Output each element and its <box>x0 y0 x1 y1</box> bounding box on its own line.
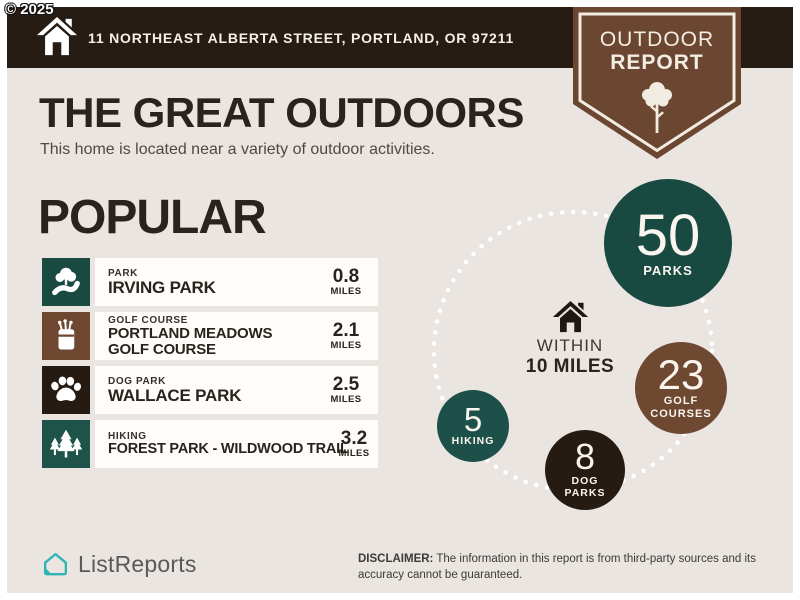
radius-dotted-circle <box>431 209 715 493</box>
home-icon <box>36 16 78 56</box>
item-category: GOLF COURSE <box>108 314 188 326</box>
within-label: WITHIN <box>536 336 604 355</box>
paw-icon <box>42 366 90 414</box>
item-distance: 3.2 MILES <box>338 428 370 459</box>
brand-name: ListReports <box>78 551 197 577</box>
golf-courses-bubble: 23 GOLF COURSES <box>635 342 727 434</box>
hiking-bubble: 5 HIKING <box>437 390 509 462</box>
parks-bubble: 50 PARKS <box>604 179 732 307</box>
list-item-park: PARK IRVING PARK 0.8 MILES <box>42 258 378 306</box>
hiking-label: HIKING <box>451 435 495 448</box>
badge-title-line2: REPORT <box>610 51 704 74</box>
within-miles-label: 10 MILES <box>525 356 615 377</box>
page-title: THE GREAT OUTDOORS <box>39 89 524 136</box>
badge-title-line1: OUTDOOR <box>599 28 715 51</box>
dog-parks-bubble: 8 DOG PARKS <box>545 430 625 510</box>
parks-count: 50 <box>635 202 701 268</box>
list-item-card: GOLF COURSE PORTLAND MEADOWS GOLF COURSE… <box>95 312 378 360</box>
item-category: DOG PARK <box>108 375 166 387</box>
disclaimer: DISCLAIMER: The information in this repo… <box>358 551 788 583</box>
disclaimer-label: DISCLAIMER: <box>358 553 434 565</box>
list-item-card: HIKING FOREST PARK - WILDWOOD TRAIL 3.2 … <box>95 420 378 468</box>
item-category: PARK <box>108 267 138 279</box>
list-item-card: PARK IRVING PARK 0.8 MILES <box>95 258 378 306</box>
popular-list: PARK IRVING PARK 0.8 MILES GOLF COURSE <box>42 258 378 468</box>
item-distance: 0.8 MILES <box>330 266 362 297</box>
hiking-count: 5 <box>463 401 483 439</box>
home-icon-center <box>552 301 589 333</box>
item-category: HIKING <box>108 430 147 442</box>
list-item-card: DOG PARK WALLACE PARK 2.5 MILES <box>95 366 378 414</box>
item-distance: 2.5 MILES <box>330 374 362 405</box>
tree-icon <box>642 82 672 133</box>
item-name: IRVING PARK <box>108 277 216 297</box>
listreports-house-icon <box>43 552 68 576</box>
list-item-golf-course: GOLF COURSE PORTLAND MEADOWS GOLF COURSE… <box>42 312 378 360</box>
page-subtitle: This home is located near a variety of o… <box>40 141 435 158</box>
copyright-watermark: © 2025 <box>5 1 54 18</box>
list-item-hiking: HIKING FOREST PARK - WILDWOOD TRAIL 3.2 … <box>42 420 378 468</box>
park-tree-icon <box>42 258 90 306</box>
list-item-dog-park: DOG PARK WALLACE PARK 2.5 MILES <box>42 366 378 414</box>
golf-courses-count: 23 <box>657 350 705 398</box>
popular-heading: POPULAR <box>38 191 267 244</box>
listreports-logo: ListReports <box>42 551 197 578</box>
dog-parks-label: DOG PARKS <box>564 474 606 500</box>
outdoor-report-badge: OUTDOOR REPORT <box>573 7 741 159</box>
property-address: 11 NORTHEAST ALBERTA STREET, PORTLAND, O… <box>88 29 515 46</box>
golf-courses-label: GOLF COURSES <box>650 394 712 420</box>
pine-trees-icon <box>42 420 90 468</box>
dog-parks-count: 8 <box>574 436 596 478</box>
parks-label: PARKS <box>643 262 693 278</box>
item-name: FOREST PARK - WILDWOOD TRAIL <box>108 440 349 457</box>
item-name: PORTLAND MEADOWS GOLF COURSE <box>108 324 273 358</box>
golf-bag-icon <box>42 312 90 360</box>
item-name: WALLACE PARK <box>108 385 242 405</box>
item-distance: 2.1 MILES <box>330 320 362 351</box>
disclaimer-text: The information in this report is from t… <box>358 553 756 582</box>
